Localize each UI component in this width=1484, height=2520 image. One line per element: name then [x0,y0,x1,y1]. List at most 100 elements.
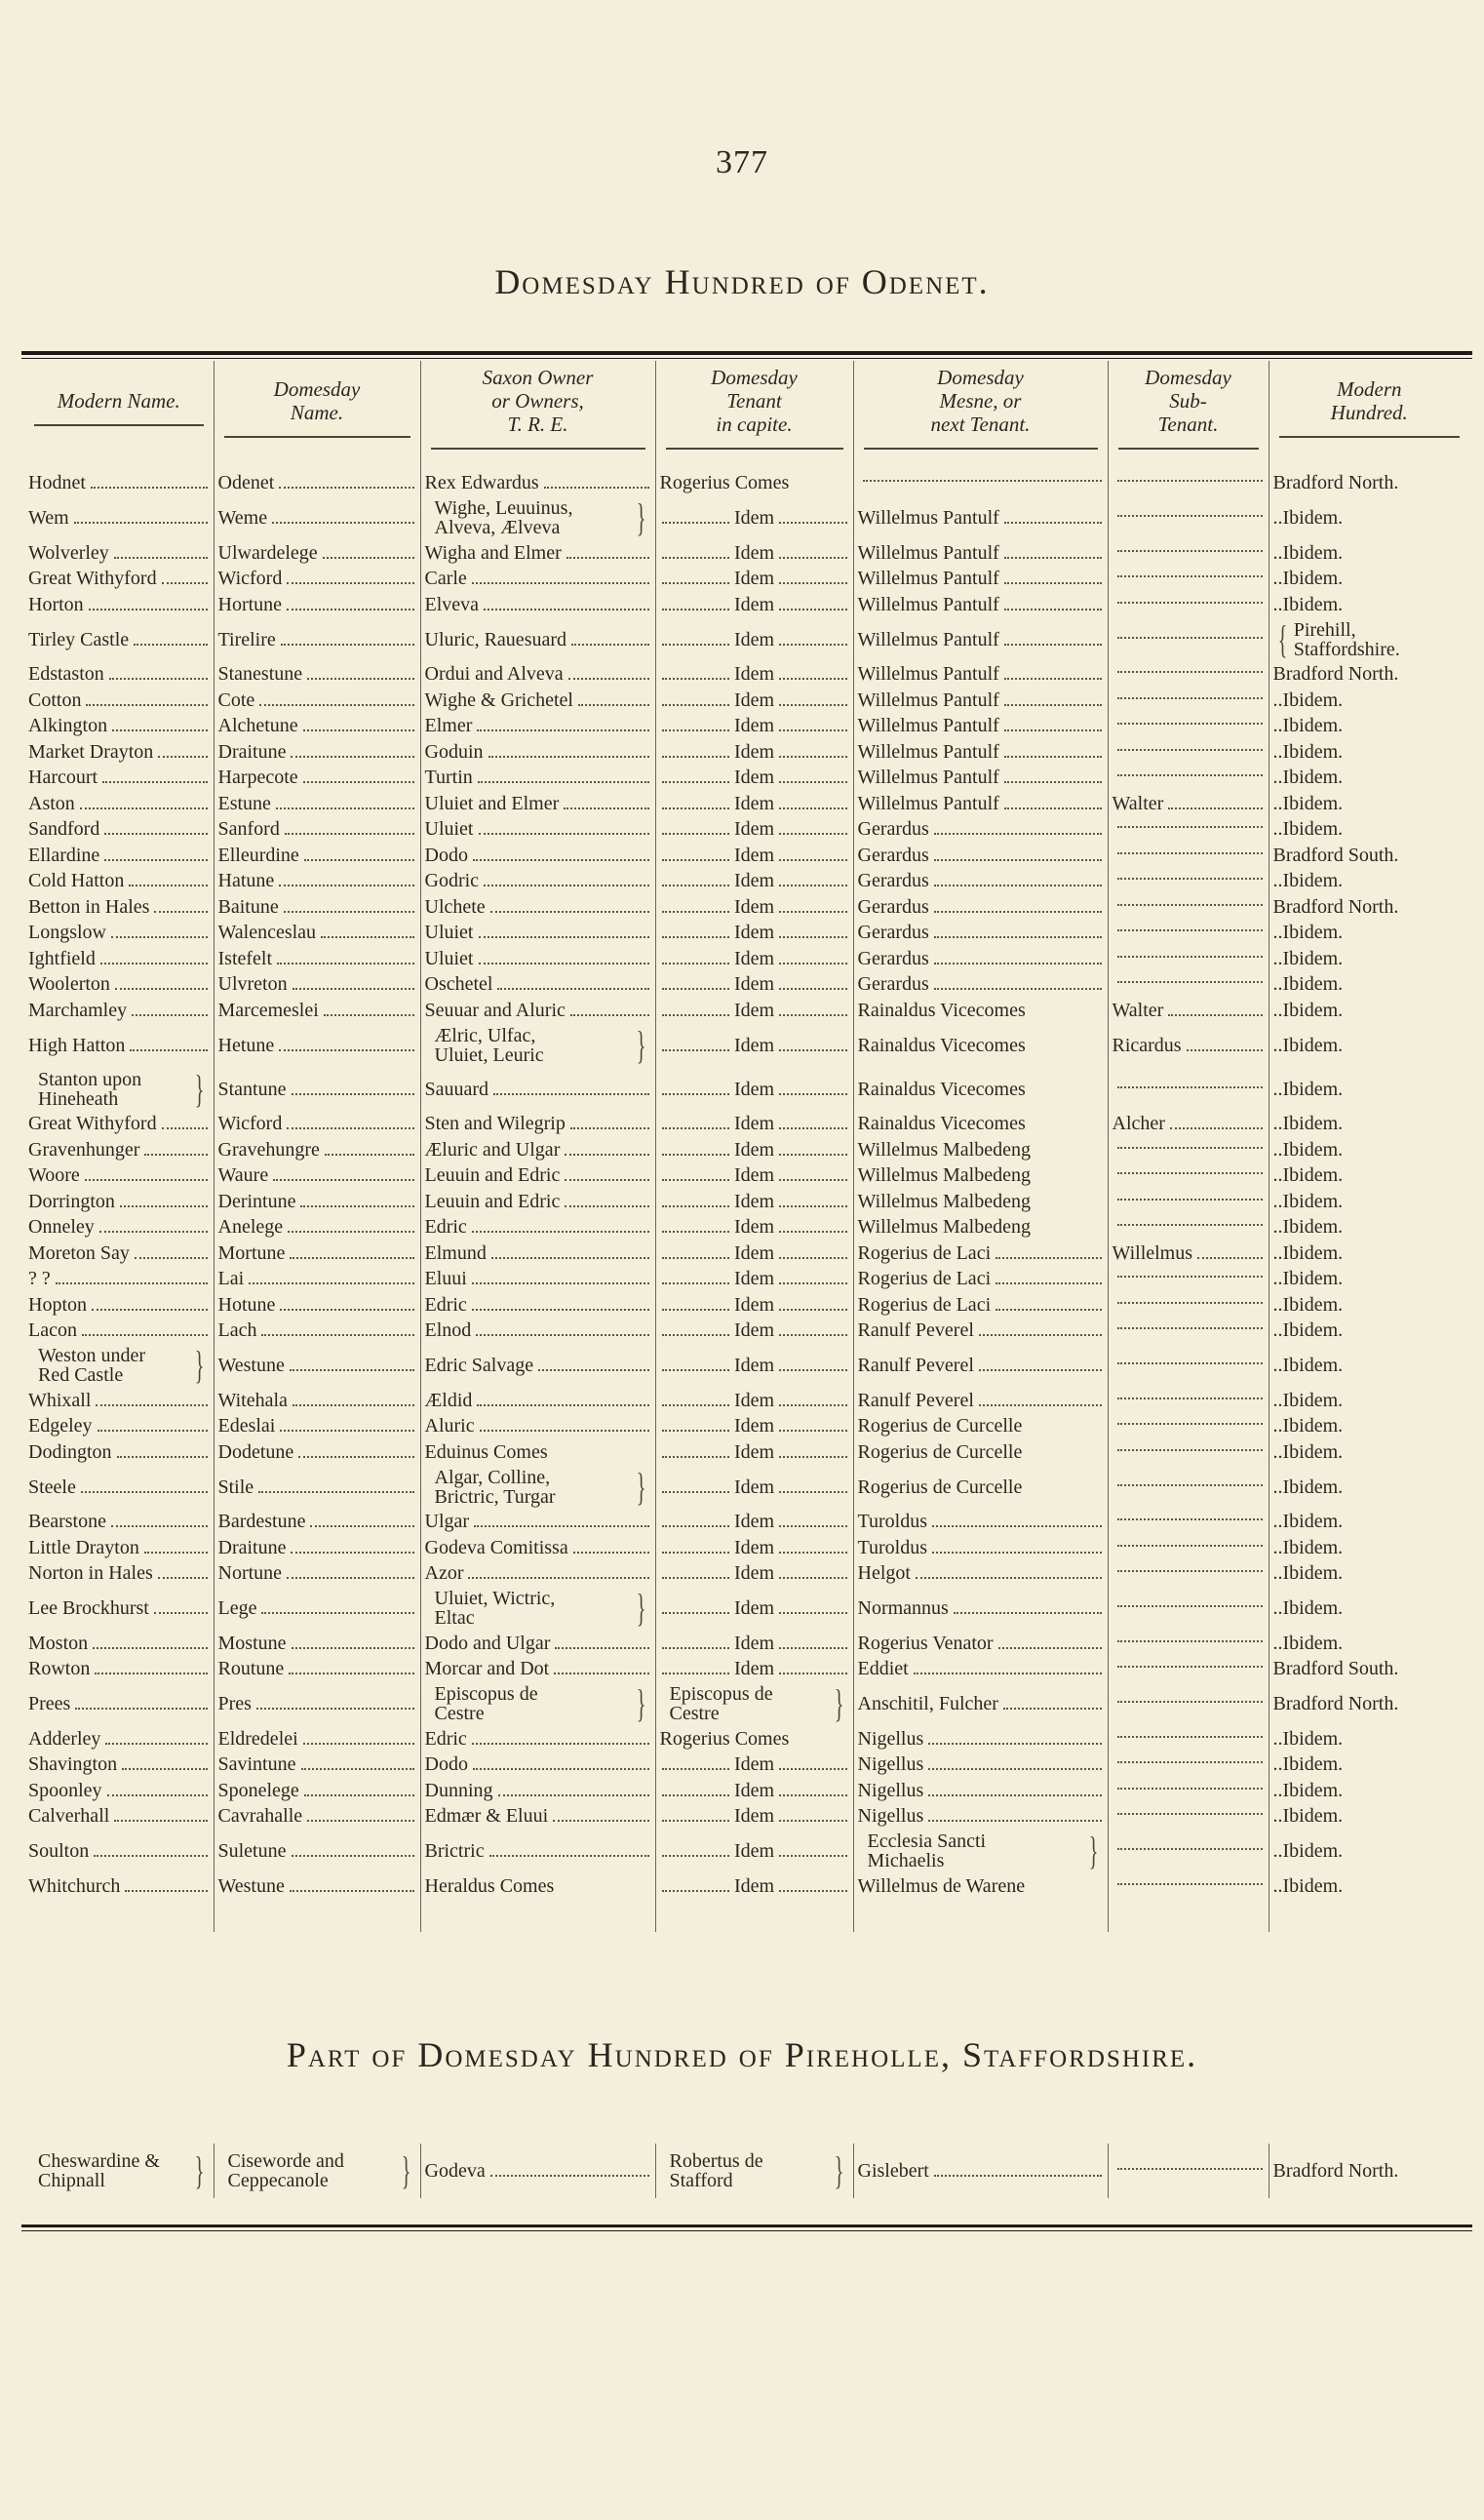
cell-sub-tenant [1107,1162,1269,1189]
cell-text: Idem [733,628,775,650]
cell-mesne-tenant: Rogerius de Curcelle [852,1438,1108,1465]
cell-text: ..Ibidem. [1272,1597,1344,1619]
cell-text: Uluiet [424,922,474,944]
cell-domesday-name: Hatune [213,868,420,894]
table-row: Woolerton Ulvreton Oschetel Idem Gerardus ..I… [24,971,1469,998]
cell-sub-tenant [1107,1534,1269,1560]
table-row: Moreton Say Mortune Elmund Idem Rogerius de … [24,1240,1469,1266]
cell-text: Idem [733,689,775,711]
cell-text: Idem [733,922,775,944]
cell-text: Elmer [424,715,473,737]
cell-tenant-in-capite: Idem [654,1136,853,1162]
cell-text: Suletune [217,1840,287,1862]
cell-saxon-owner: Uluiet and Elmer [419,790,655,816]
table-row: Woore Waure Leuuin and Edric Idem Willelmus … [24,1162,1469,1189]
cell-saxon-owner: Oschetel [419,971,655,998]
cell-saxon-owner: Dunning [419,1777,655,1803]
cell-domesday-name: Waure [213,1162,420,1189]
cell-text: Edric [424,1293,467,1316]
cell-text: Gislebert [857,2160,929,2182]
cell-modern-hundred: ..Ibidem. [1268,1438,1469,1465]
cell-tenant-in-capite: Idem [654,1291,853,1318]
cell-text: Willelmus de Warene [857,1874,1026,1897]
cell-text: Idem [733,1034,775,1056]
cell-modern-name: Dodington [24,1439,214,1466]
cell-text: Idem [733,1389,775,1411]
cell-domesday-name: Dodetune [213,1438,420,1465]
cell-saxon-owner: Ældid [419,1387,655,1413]
cell-modern-name: Bearstone [24,1509,214,1535]
table-row: Gravenhunger Gravehungre Æluric and Ulgar I… [24,1136,1469,1162]
cell-text: Woore [28,1164,80,1187]
cell-saxon-owner: Morcar and Dot [419,1656,655,1682]
cell-mesne-tenant: Ranulf Peverel [852,1343,1108,1388]
cell-text: Lege [217,1597,257,1619]
cell-tenant-in-capite: Idem [654,816,853,843]
cell-modern-hundred: ..Ibidem. [1268,1318,1469,1344]
cell-text: Idem [733,1840,775,1862]
cell-text: Rainaldus Vicecomes [857,1078,1026,1100]
cell-domesday-name: Istefelt [213,945,420,971]
cell-text: Willelmus Pantulf [857,792,999,814]
cell-mesne-tenant: Willelmus Pantulf [852,738,1108,765]
cell-modern-name: Edgeley [24,1413,214,1439]
cell-tenant-in-capite: Idem [654,1656,853,1682]
cell-text: Idem [733,1597,775,1619]
cell-domesday-name: Edeslai [213,1413,420,1439]
cell-text: Uluiet [424,818,474,841]
cell-saxon-owner: Wighe & Grichetel [419,687,655,713]
cell-text: ..Ibidem. [1272,1779,1344,1801]
cell-domesday-name: Stile [213,1465,420,1509]
cell-tenant-in-capite: Idem [654,1829,853,1873]
cell-mesne-tenant: Willelmus Malbedeng [852,1136,1108,1162]
cell-saxon-owner: Azor [419,1560,655,1587]
cell-tenant-in-capite: Idem [654,1023,853,1067]
cell-mesne-tenant: Gerardus [852,945,1108,971]
cell-mesne-tenant: Rogerius de Laci [852,1240,1108,1266]
cell-text: Hatune [217,870,275,892]
cell-modern-name: Little Drayton [24,1535,214,1561]
cell-domesday-name: Lai [213,1266,420,1292]
cell-text: Tirelire [217,628,276,650]
cell-modern-name: Tirley Castle [24,617,214,661]
cell-text: Lee Brockhurst [28,1597,149,1619]
cell-text: Willelmus Pantulf [857,568,999,590]
cell-modern-hundred: ..Ibidem. [1268,539,1469,566]
cell-modern-hundred: ..Ibidem. [1268,495,1469,540]
cell-text: Bearstone [28,1511,106,1533]
cell-modern-hundred: ..Ibidem. [1268,1560,1469,1587]
cell-text: Idem [733,1190,775,1212]
cell-mesne-tenant: Rainaldus Vicecomes [852,1067,1108,1111]
cell-modern-name: Lacon [24,1318,214,1344]
cell-modern-name: Marchamley [24,998,214,1024]
cell-domesday-name: Hortune [213,591,420,617]
cell-domesday-name: Sanford [213,816,420,843]
cell-domesday-name: Gravehungre [213,1136,420,1162]
cell-text: Edstaston [28,663,104,686]
cell-text: Idem [733,1241,775,1264]
cell-tenant-in-capite: Rogerius Comes [654,470,853,496]
cell-modern-name: Steele [24,1465,214,1509]
cell-tenant-in-capite: Idem [654,790,853,816]
cell-text: Wighe, Leuuinus, Alveva, Ælveva [434,497,573,538]
cell-domesday-name: Mostune [213,1630,420,1656]
header-tenant-in-capite: Domesday Tenant in capite. [654,361,853,454]
cell-tenant-in-capite: Idem [654,1214,853,1240]
cell-mesne-tenant: Gerardus [852,868,1108,894]
cell-text: Gerardus [857,844,929,866]
cell-text: Woolerton [28,973,110,996]
cell-mesne-tenant: Ranulf Peverel [852,1387,1108,1413]
header-domesday-name: Domesday Name. [213,361,420,454]
cell-tenant-in-capite: Idem [654,713,853,739]
cell-text: Nigellus [857,1779,924,1801]
cell-mesne-tenant: Willelmus Pantulf [852,661,1108,688]
cell-domesday-name: Odenet [213,470,420,496]
header-modern-hundred: Modern Hundred. [1268,361,1469,454]
cell-text: Rainaldus Vicecomes [857,1113,1026,1135]
cell-mesne-tenant: Turoldus [852,1509,1108,1535]
cell-text: Leuuin and Edric [424,1164,561,1187]
cell-saxon-owner: Godeva Comitissa [419,1534,655,1560]
cell-text: Wighe & Grichetel [424,689,573,711]
cell-text: Oschetel [424,973,493,996]
cell-saxon-owner: Godeva [419,2144,655,2198]
